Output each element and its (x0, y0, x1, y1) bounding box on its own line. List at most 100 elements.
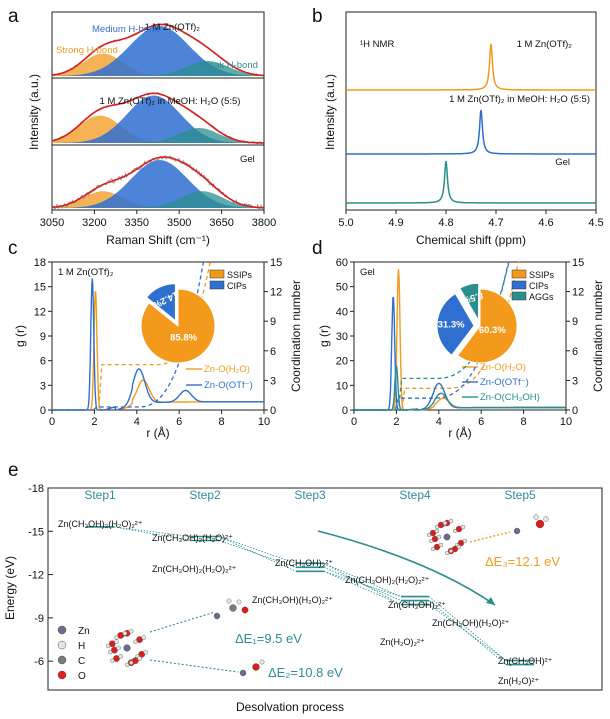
panel-c-title: 1 M Zn(OTf)₂ (58, 267, 114, 278)
pie-legend-label-ssips: SSIPs (529, 270, 555, 280)
cluster-top-h2-8 (429, 539, 434, 544)
rdf-legend-label-0: Zn-O(H₂O) (204, 364, 250, 375)
panel-b-xtick-label-1: 4.9 (388, 217, 403, 229)
cluster-top-o-8 (431, 535, 439, 543)
step-label-1: Step1 (84, 488, 116, 502)
atom-legend-dot-o (57, 670, 67, 680)
pie-legend-swatch-cips (209, 280, 225, 290)
rdf-legend-label-0: Zn-O(H₂O) (480, 362, 526, 373)
step-label-2: Step2 (189, 488, 221, 502)
pie-legend-label-ssips: SSIPs (227, 270, 253, 280)
step-label-3: Step3 (294, 488, 326, 502)
connector-1-0-2 (218, 536, 297, 572)
raman-0-weak-fill (52, 61, 264, 76)
species-label-step3-0: Zn(CH₃OH)₃²⁺ (275, 558, 333, 568)
nmr-series-0-line (346, 43, 596, 91)
step-label-4: Step4 (399, 488, 431, 502)
connector-3-2-0 (428, 604, 507, 661)
panel-a-series-1-label: 1 M Zn(OTf)₂ in MeOH: H₂O (5:5) (100, 96, 241, 107)
species-label-step2-0: Zn(CH₃OH)₂(H₂O)²⁺ (152, 533, 233, 543)
raman-1-medium-fill (52, 95, 264, 143)
cluster-bottom-h-4 (118, 654, 123, 659)
y2tick-label-0: 0 (572, 405, 578, 417)
xtick-label-3: 6 (176, 416, 182, 428)
cluster-top-o-5 (429, 529, 437, 537)
panel-e-ytick-label-2: -12 (28, 570, 44, 582)
step-label-5: Step5 (504, 488, 536, 502)
panel-b-xtick-label-2: 4.8 (438, 217, 453, 229)
cluster-top-h2-6 (435, 525, 440, 530)
cluster-bottom-o-2 (138, 650, 146, 658)
xtick-label-2: 4 (134, 416, 140, 428)
ytick-label-4: 12 (34, 306, 46, 318)
panel-b-curves (346, 43, 596, 204)
y2tick-label-2: 6 (270, 346, 276, 358)
ytick-label-3: 9 (40, 331, 46, 343)
y2tick-label-2: 6 (572, 346, 578, 358)
cluster-bottom-h2-7 (129, 660, 134, 665)
panel-a-series-0-label: 1 M Zn(OTf)₂ (145, 22, 201, 33)
panel-a-xtick-label-1: 3200 (82, 217, 106, 229)
raman-0-fit-envelope (51, 23, 264, 77)
panel-d-rdf: d Zn-O(H₂O) Zn-O(OTf⁻) Zn-O(CH₃OH) 0 2 4 6 8 10… (312, 238, 605, 440)
pie-legend-label-cips: CIPs (227, 281, 247, 291)
cluster-top-h-4 (438, 542, 444, 548)
raman-2-fit-envelope (51, 156, 264, 209)
panel-d-letter: d (312, 238, 323, 259)
raman-1-fit-envelope (51, 92, 264, 144)
panel-e-yticks: -18 -15 -12 -9 -6 (28, 483, 53, 668)
panel-e-de1: ΔE₁=9.5 eV (235, 631, 302, 646)
product-1-c (229, 604, 237, 612)
species-label-step5-1: Zn(H₂O)²⁺ (498, 676, 539, 686)
cluster-top-h2-5 (427, 533, 432, 538)
ytick-label-1: 3 (40, 380, 46, 392)
atom-legend-label-c: C (78, 656, 85, 667)
panel-e-ytick-label-4: -6 (34, 656, 44, 668)
pie-legend-swatch-ssips (511, 269, 527, 279)
cluster-bottom-o-8 (111, 646, 118, 654)
panel-c-ylabel: g (r) (13, 325, 27, 347)
cluster-bottom-h2-6 (114, 635, 119, 640)
raman-2-weak-fill (52, 191, 264, 208)
cluster-top-h-7 (456, 544, 462, 550)
raman-1-weak-fill (52, 128, 264, 143)
cluster-top-o-7 (451, 545, 459, 553)
panel-b-xtick-label-3: 4.7 (488, 217, 503, 229)
panel-b-xtick-label-5: 4.5 (588, 217, 603, 229)
product-top-h2 (543, 516, 549, 522)
arrow-de1 (149, 611, 216, 633)
pie-value-ssips: 60.3% (479, 325, 506, 336)
xtick-label-5: 10 (560, 416, 572, 428)
xtick-label-5: 10 (258, 416, 270, 428)
xtick-label-0: 0 (49, 416, 55, 428)
ytick-label-4: 40 (336, 306, 348, 318)
product-2-o (252, 663, 260, 671)
panel-c-pie: 85.8%14.2% (140, 283, 216, 364)
cluster-bottom-o-1 (136, 636, 143, 643)
desolvation-arrow (317, 530, 496, 606)
panel-b-xtick-label-4: 4.6 (538, 217, 553, 229)
product-1-zn (213, 612, 221, 620)
species-label-step4-0: Zn(CH₃OH)₂²⁺ (388, 600, 446, 610)
cluster-bottom-h2-1 (133, 639, 138, 644)
panel-b-letter: b (312, 6, 323, 27)
panel-e-xlabel: Desolvation process (236, 700, 344, 714)
cluster-bottom-o-7 (132, 657, 139, 664)
xtick-label-4: 8 (521, 416, 527, 428)
product-2-h1 (259, 659, 265, 665)
cluster-top-h2-1 (453, 529, 458, 534)
product-2-zn (239, 669, 247, 677)
cluster-top-h-6 (442, 520, 448, 526)
xtick-label-1: 2 (91, 416, 97, 428)
connector-2-2-2 (323, 570, 402, 605)
panel-a-ylabel: Intensity (a.u.) (27, 74, 41, 150)
y2tick-label-1: 3 (572, 375, 578, 387)
species-label-step4-1: Zn(CH₃OH)(H₂O)²⁺ (432, 618, 510, 628)
cn-line-0 (354, 261, 520, 411)
panel-d-y2label: Coordination number (591, 280, 605, 392)
panel-d-ylabel: g (r) (317, 325, 331, 347)
xtick-label-2: 4 (436, 416, 442, 428)
panel-a-xtick-label-5: 3800 (252, 217, 276, 229)
atom-legend-dot-c (57, 655, 67, 665)
